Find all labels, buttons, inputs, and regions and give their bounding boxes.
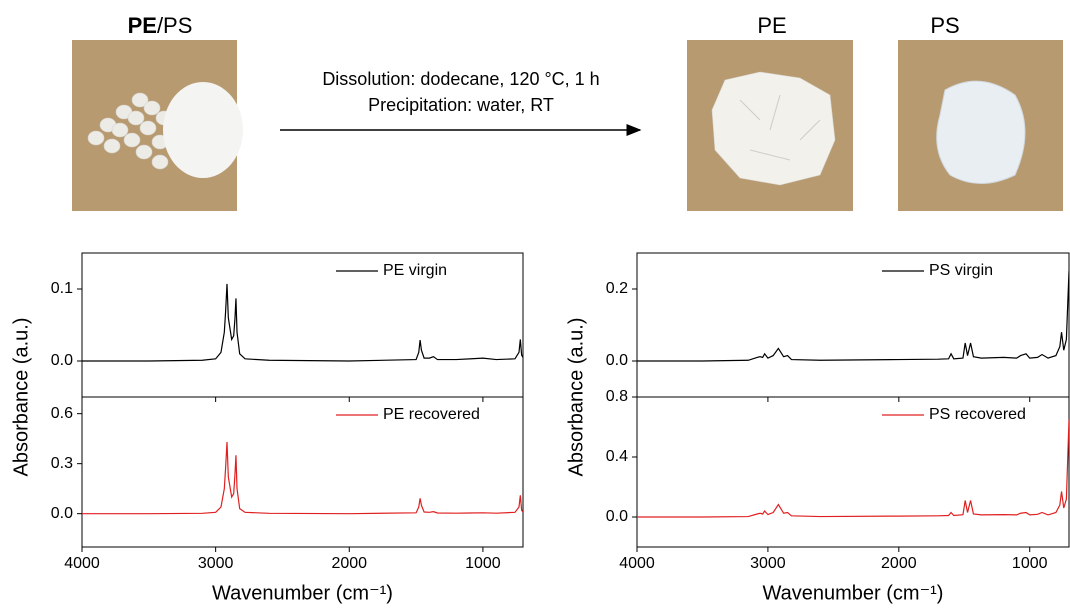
x-tick-label: 4000: [619, 555, 655, 572]
x-tick-label: 3000: [198, 555, 234, 572]
y-tick-label: 0.6: [51, 405, 73, 422]
spectrum-line: [82, 283, 523, 362]
photo-ps: [898, 40, 1063, 211]
y-tick-label: 0.2: [606, 280, 628, 297]
spectrum-line: [637, 419, 1069, 518]
x-tick-label: 1000: [1012, 555, 1048, 572]
y-tick-label: 0.0: [606, 352, 628, 369]
mixture-rest: /PS: [157, 13, 192, 38]
legend-label: PE recovered: [383, 406, 480, 423]
legend-label: PS virgin: [929, 262, 993, 279]
legend-label: PE virgin: [383, 262, 447, 279]
plot-frame: [81, 252, 524, 398]
y-tick-label: 0.8: [606, 388, 628, 405]
x-tick-label: 1000: [465, 555, 501, 572]
y-tick-label: 0.0: [606, 508, 628, 525]
plot-frame: [81, 396, 524, 548]
y-tick-label: 0.0: [51, 505, 73, 522]
y-tick-label: 0.1: [51, 280, 73, 297]
legend-label: PS recovered: [929, 406, 1026, 423]
y-tick-label: 0.4: [606, 448, 628, 465]
y-tick-label: 0.3: [51, 455, 73, 472]
x-tick-label: 4000: [64, 555, 100, 572]
y-tick-label: 0.0: [51, 352, 73, 369]
condition-text: Precipitation: water, RT: [368, 95, 554, 115]
plot-frame: [636, 252, 1070, 398]
y-axis-label: Absorbance (a.u.): [10, 318, 32, 477]
photo-pe: [687, 40, 853, 211]
product-label: PE: [757, 13, 786, 38]
photo-mixture: [72, 40, 243, 211]
x-axis-label: Wavenumber (cm⁻¹): [212, 582, 393, 604]
y-axis-label: Absorbance (a.u.): [565, 318, 587, 477]
spectrum-line: [637, 270, 1069, 362]
x-tick-label: 2000: [331, 555, 367, 572]
condition-text: Dissolution: dodecane, 120 °C, 1 h: [322, 69, 599, 89]
x-axis-label: Wavenumber (cm⁻¹): [763, 582, 944, 604]
mixture-label: PE/PS: [128, 13, 193, 38]
mixture-bold: PE: [128, 13, 157, 38]
spectrum-line: [82, 441, 523, 515]
plot-frame: [636, 396, 1070, 548]
x-tick-label: 2000: [881, 555, 917, 572]
x-tick-label: 3000: [750, 555, 786, 572]
product-label: PS: [930, 13, 959, 38]
